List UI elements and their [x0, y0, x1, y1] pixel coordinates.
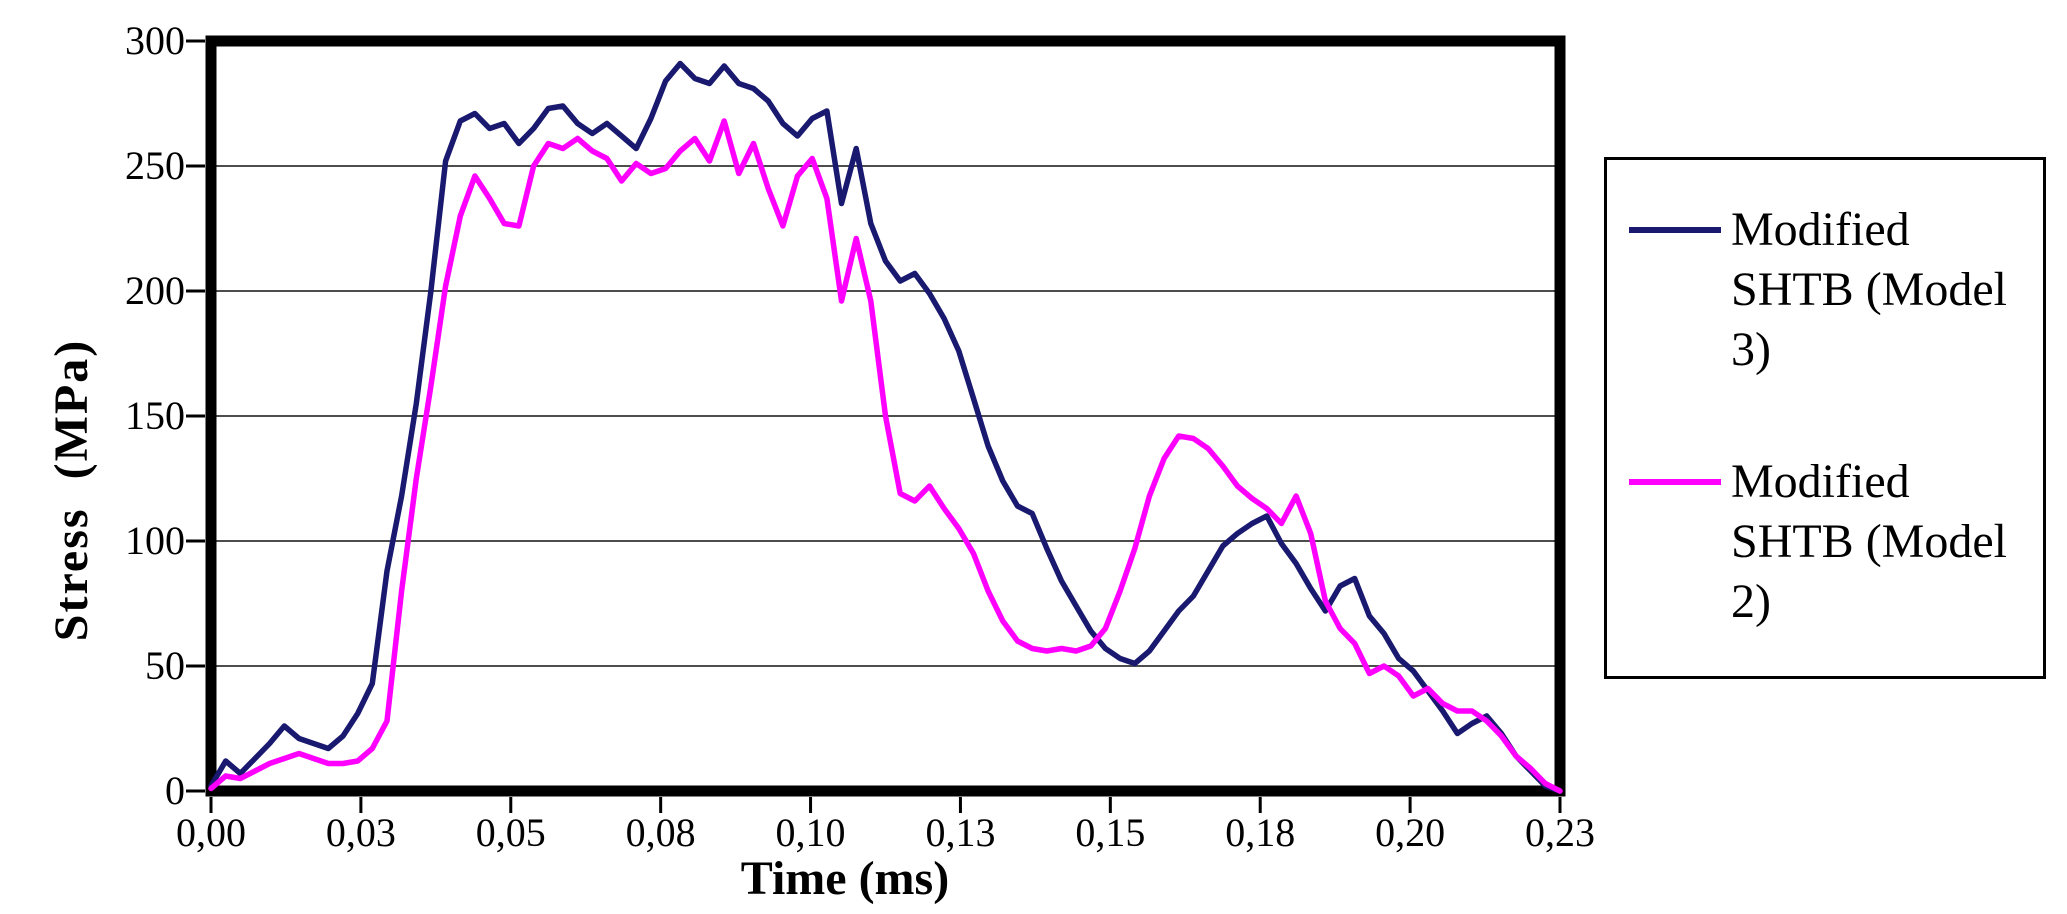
- x-tick-label-0,00: 0,00: [176, 810, 246, 855]
- x-tick-label-0,03: 0,03: [325, 810, 396, 855]
- legend-line-swatch-2: [1629, 479, 1721, 485]
- x-tick-label-0,08: 0,08: [625, 810, 696, 855]
- legend-entry-2: Modified SHTB (Model 2): [1629, 452, 2043, 632]
- x-tick-label-0,23: 0,23: [1525, 810, 1595, 855]
- x-tick-label-0,10: 0,10: [775, 810, 846, 855]
- x-tick-label-0,05: 0,05: [475, 810, 546, 855]
- series-line-2: [208, 118, 1563, 794]
- legend-entry-label-1: Modified SHTB (Model 3): [1731, 203, 2007, 376]
- y-tick-label-100: 100: [125, 518, 185, 563]
- x-tick-label-0,15: 0,15: [1075, 810, 1146, 855]
- legend-entry-1: Modified SHTB (Model 3): [1629, 200, 2043, 380]
- plot-frame: [205, 35, 1566, 797]
- y-tick-label-50: 50: [145, 643, 185, 688]
- x-tick-label-0,20: 0,20: [1375, 810, 1446, 855]
- x-axis-title: Time (ms): [740, 852, 950, 905]
- x-tick-label-0,13: 0,13: [925, 810, 996, 855]
- x-tick-label-0,18: 0,18: [1225, 810, 1296, 855]
- series-line-1: [208, 60, 1563, 794]
- y-axis-title: Stress (MPa): [45, 338, 98, 642]
- y-tick-label-200: 200: [125, 268, 185, 313]
- legend-entry-label-2: Modified SHTB (Model 2): [1731, 455, 2007, 628]
- y-tick-label-0: 0: [165, 768, 185, 813]
- y-tick-label-300: 300: [125, 18, 185, 63]
- legend: Modified SHTB (Model 3) Modified SHTB (Mo…: [1604, 157, 2046, 679]
- legend-line-swatch-1: [1629, 227, 1721, 233]
- y-tick-label-150: 150: [125, 393, 185, 438]
- y-tick-label-250: 250: [125, 143, 185, 188]
